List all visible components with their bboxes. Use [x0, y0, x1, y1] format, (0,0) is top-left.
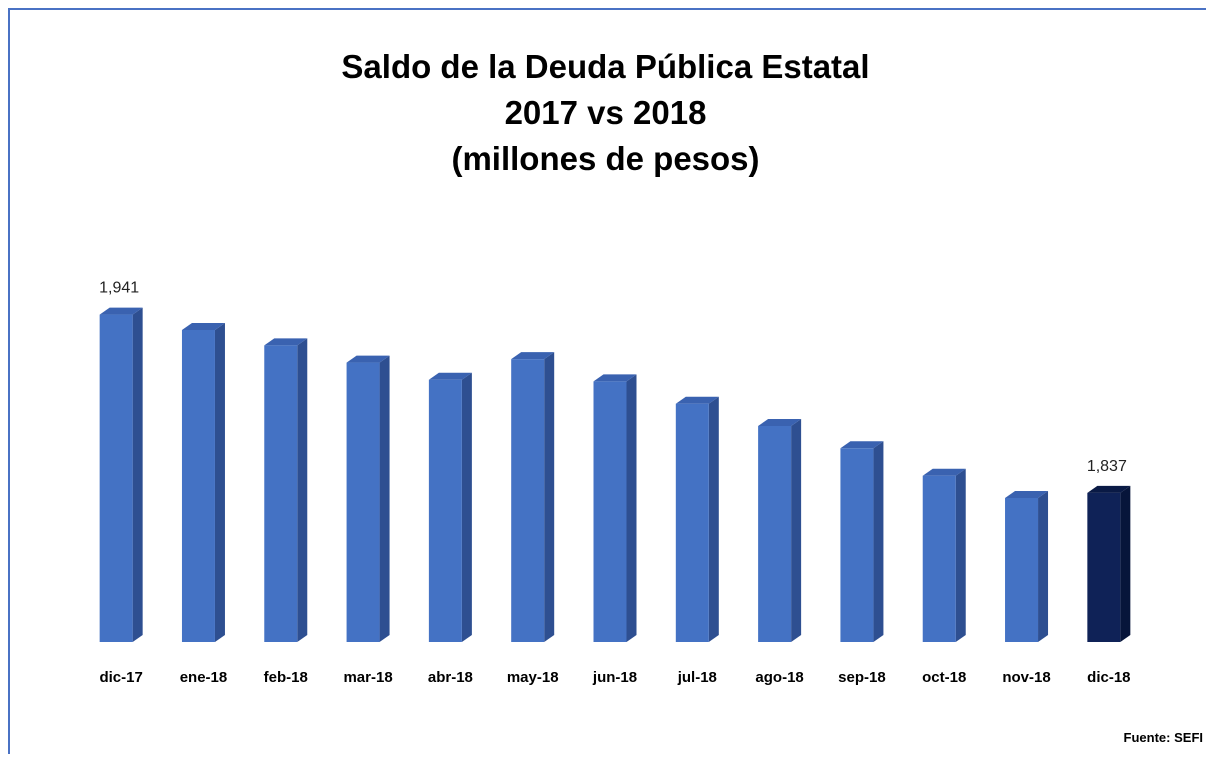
bar-jun-18 [593, 374, 637, 642]
bar-side-oct-18 [955, 468, 966, 642]
bar-front-nov-18 [1005, 498, 1039, 642]
bar-top-ene-18 [181, 323, 225, 330]
x-tick-label: oct-18 [922, 669, 966, 686]
bar-side-sep-18 [873, 441, 884, 642]
x-tick-label: dic-17 [99, 669, 142, 686]
bar-front-feb-18 [264, 345, 298, 642]
bar-sep-18 [840, 441, 884, 642]
chart-title-line-1: Saldo de la Deuda Pública Estatal [341, 48, 870, 85]
x-tick-label: ene-18 [180, 669, 228, 686]
bar-side-dic-17 [132, 307, 143, 642]
bar-front-jul-18 [675, 403, 709, 642]
bar-front-dic-18 [1087, 492, 1121, 642]
bar-top-dic-18 [1087, 485, 1131, 493]
bar-jul-18 [675, 396, 719, 642]
bar-top-ago-18 [758, 419, 802, 426]
bar-top-mar-18 [346, 355, 390, 363]
bar-side-jul-18 [708, 396, 719, 642]
bar-top-jul-18 [675, 396, 719, 404]
bars-layer [99, 307, 1131, 642]
bar-top-sep-18 [840, 441, 884, 449]
x-tick-label: sep-18 [838, 669, 886, 686]
bar-side-jun-18 [626, 374, 637, 642]
bar-side-may-18 [544, 352, 555, 642]
bar-side-nov-18 [1038, 491, 1049, 642]
bar-side-ago-18 [791, 419, 802, 642]
bar-front-jun-18 [593, 381, 627, 642]
bar-side-dic-18 [1120, 485, 1131, 642]
bar-nov-18 [1005, 491, 1049, 642]
bar-dic-18 [1087, 485, 1131, 642]
bar-front-abr-18 [428, 379, 462, 642]
labels-layer: dic-17 ene-18 feb-18 mar-18 abr-18 may-18 jun-… [99, 280, 1130, 686]
bar-front-dic-17 [99, 314, 133, 642]
bar-top-oct-18 [922, 468, 966, 476]
bar-top-dic-17 [99, 307, 143, 315]
chart-title-line-2: 2017 vs 2018 [504, 94, 707, 131]
bar-front-mar-18 [346, 362, 380, 642]
x-tick-label: nov-18 [1002, 669, 1050, 686]
bar-ene-18 [181, 323, 225, 642]
chart-title-line-3: (millones de pesos) [451, 140, 760, 177]
bar-side-mar-18 [379, 355, 390, 642]
bar-side-abr-18 [461, 372, 472, 642]
bar-may-18 [511, 352, 555, 642]
data-label: 1,837 [1087, 458, 1127, 475]
chart-title: Saldo de la Deuda Pública Estatal 2017 v… [0, 44, 1211, 182]
bar-front-sep-18 [840, 448, 874, 642]
bar-dic-17 [99, 307, 143, 642]
x-tick-label: ago-18 [755, 669, 803, 686]
x-tick-label: may-18 [507, 669, 559, 686]
x-tick-label: feb-18 [264, 669, 308, 686]
bar-front-ene-18 [181, 330, 215, 642]
data-label: 1,941 [99, 280, 139, 297]
bar-oct-18 [922, 468, 966, 642]
bar-top-may-18 [511, 352, 555, 360]
bar-abr-18 [428, 372, 472, 642]
bar-top-nov-18 [1005, 491, 1049, 498]
bar-feb-18 [264, 338, 308, 642]
bar-top-feb-18 [264, 338, 308, 346]
bar-side-ene-18 [214, 323, 225, 642]
bar-front-may-18 [511, 359, 545, 642]
x-tick-label: abr-18 [428, 669, 473, 686]
bar-front-ago-18 [758, 426, 792, 642]
x-tick-label: dic-18 [1087, 669, 1130, 686]
bar-top-jun-18 [593, 374, 637, 382]
x-tick-label: mar-18 [343, 669, 392, 686]
bar-ago-18 [758, 419, 802, 642]
bar-top-abr-18 [428, 372, 472, 380]
bar-side-feb-18 [297, 338, 308, 642]
bar-mar-18 [346, 355, 390, 642]
x-tick-label: jul-18 [677, 669, 717, 686]
bar-front-oct-18 [922, 475, 956, 642]
x-tick-label: jun-18 [592, 669, 637, 686]
source-note: Fuente: SEFI [1123, 730, 1203, 745]
